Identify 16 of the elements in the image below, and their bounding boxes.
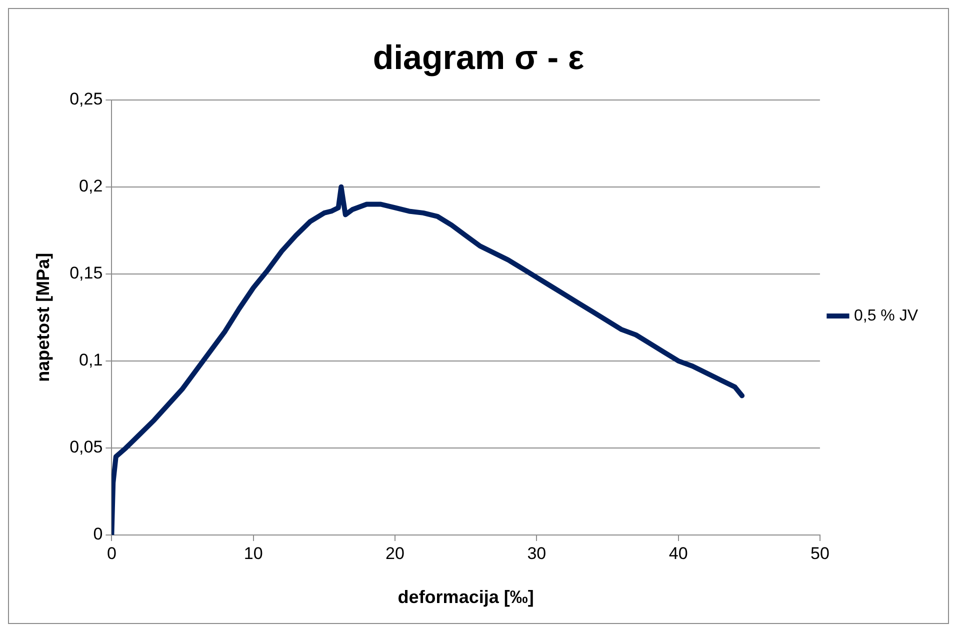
x-tick-label: 40: [668, 544, 688, 563]
y-tick-label: 0,2: [79, 176, 103, 196]
x-tick-label: 50: [810, 544, 830, 563]
y-tick-label: 0,1: [79, 350, 103, 370]
x-axis-title: deformacija [‰]: [398, 587, 534, 608]
legend-label: 0,5 % JV: [854, 307, 918, 324]
y-tick-label: 0,05: [70, 438, 103, 457]
x-tick-label: 20: [386, 544, 404, 563]
x-tick-label: 10: [244, 544, 263, 563]
x-tick-label: 0: [106, 544, 116, 563]
y-tick-label: 0,25: [70, 89, 103, 108]
x-tick-label: 30: [527, 544, 546, 563]
y-tick-label: 0,15: [70, 264, 103, 283]
y-tick-label: 0: [93, 524, 103, 544]
chart-title: diagram σ - ε: [372, 38, 584, 77]
y-axis-title: napetost [MPa]: [32, 252, 53, 382]
